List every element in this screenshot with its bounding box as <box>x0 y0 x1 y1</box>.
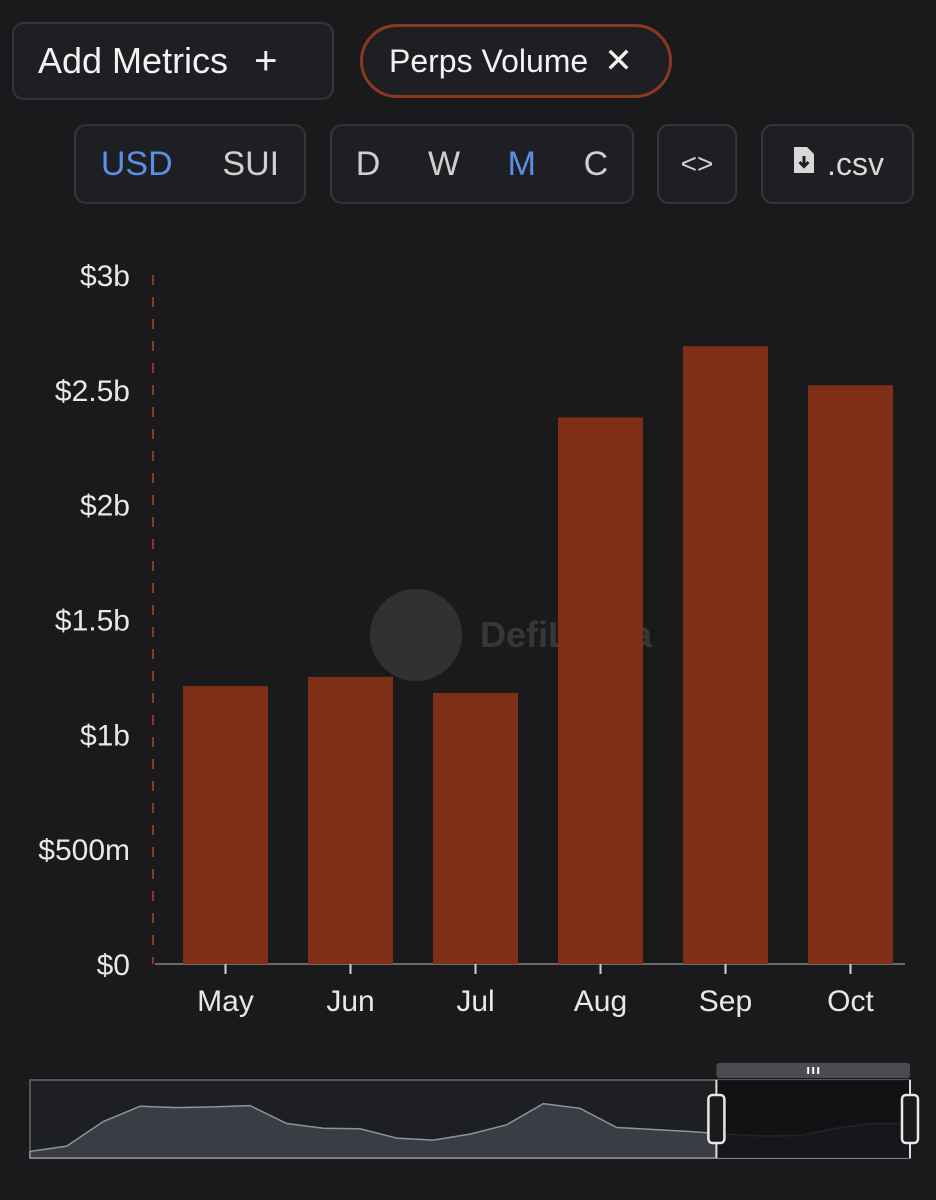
bar-jun <box>308 676 393 964</box>
x-tick-label: Aug <box>574 985 627 1018</box>
time-range-brush[interactable] <box>0 1055 936 1165</box>
y-tick-label: $500m <box>38 834 130 867</box>
x-tick-label: Oct <box>827 985 874 1018</box>
brush-selection[interactable] <box>716 1080 910 1158</box>
x-tick-label: Sep <box>699 985 752 1018</box>
brush-grip-icon <box>812 1067 815 1074</box>
add-metrics-label: Add Metrics <box>38 40 229 81</box>
metric-chip-perps-volume[interactable]: Perps Volume ✕ <box>360 24 672 98</box>
file-download-icon <box>791 145 817 183</box>
brush-left-handle[interactable] <box>707 1093 726 1145</box>
currency-option-usd[interactable]: USD <box>100 144 173 183</box>
csv-label: .csv <box>827 145 884 182</box>
y-tick-label: $1b <box>80 719 130 752</box>
x-tick-label: Jul <box>456 985 494 1018</box>
interval-option-c[interactable]: C <box>583 144 609 183</box>
plus-icon: + <box>254 38 278 83</box>
bar-sep <box>683 346 768 964</box>
bar-may <box>183 686 268 964</box>
interval-option-m[interactable]: M <box>507 144 536 183</box>
interval-option-w[interactable]: W <box>427 144 461 183</box>
bar-jul <box>433 692 518 964</box>
x-tick-label: Jun <box>326 985 374 1018</box>
embed-code-button[interactable]: <> <box>657 124 737 204</box>
interval-option-d[interactable]: D <box>355 144 381 183</box>
x-tick-label: May <box>197 985 254 1018</box>
interval-toggle: D W M C <box>330 124 634 204</box>
currency-option-sui[interactable]: SUI <box>222 144 280 183</box>
csv-download-button[interactable]: .csv <box>761 124 914 204</box>
code-icon: <> <box>680 148 714 179</box>
metric-chip-label: Perps Volume <box>389 42 589 79</box>
bar-aug <box>558 417 643 964</box>
y-tick-label: $2.5b <box>55 375 130 408</box>
y-tick-label: $0 <box>97 949 130 982</box>
y-tick-label: $3b <box>80 260 130 293</box>
add-metrics-button[interactable]: Add Metrics + <box>12 22 334 100</box>
close-icon[interactable]: ✕ <box>604 42 633 80</box>
brush-grip-icon <box>817 1067 820 1074</box>
brush-grip-icon <box>807 1067 810 1074</box>
y-tick-label: $2b <box>80 490 130 523</box>
brush-right-handle[interactable] <box>900 1093 920 1145</box>
currency-toggle: USD SUI <box>74 124 306 204</box>
bar-oct <box>808 385 893 964</box>
bar-chart: $0 $500m $1b $1.5b $2b $2.5b $3b May Jun Jul Aug Se… <box>38 260 905 1018</box>
y-tick-label: $1.5b <box>55 605 130 638</box>
